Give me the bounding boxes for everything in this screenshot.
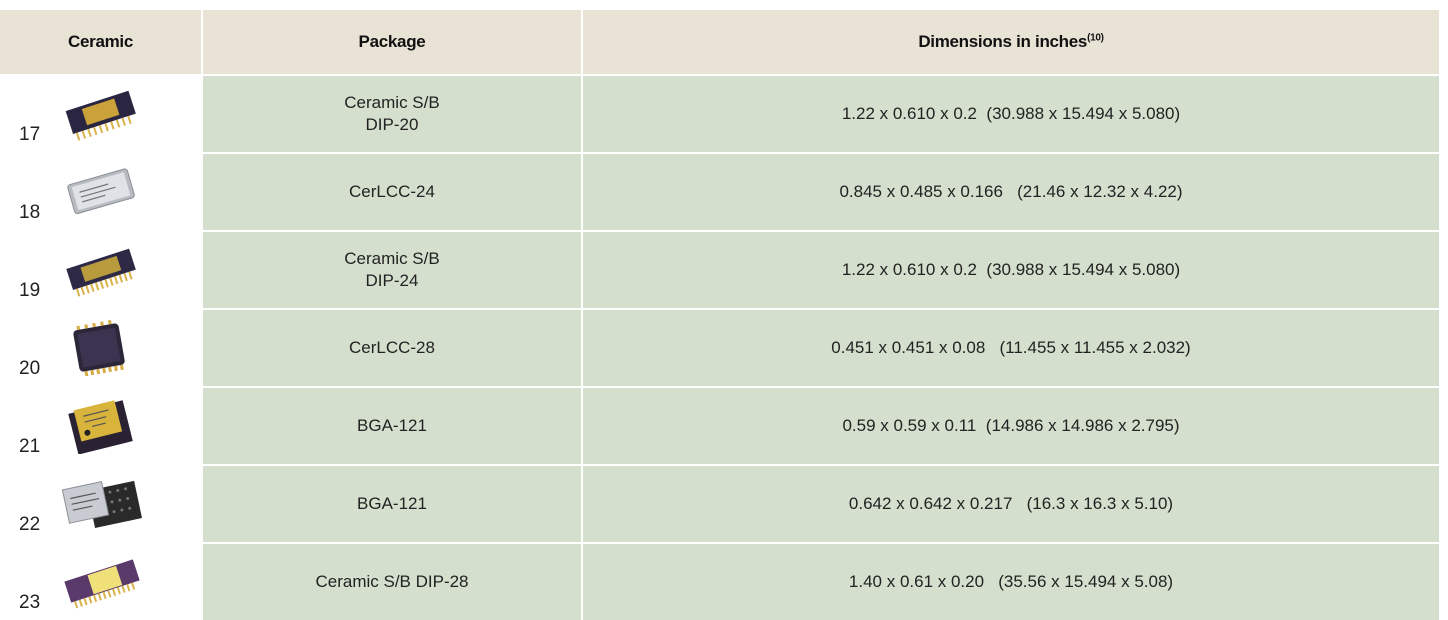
package-name: CerLCC-28 (349, 338, 435, 357)
package-name: DIP-20 (366, 115, 419, 134)
package-cell: CerLCC-28 (202, 309, 582, 387)
package-name: BGA-121 (357, 416, 427, 435)
package-cell: Ceramic S/B DIP-28 (202, 543, 582, 620)
table-row: 23 Ceramic S/B DIP-28 1.40 x 0.61 x 0.20 (… (0, 543, 1440, 620)
package-cell: Ceramic S/B DIP-20 (202, 75, 582, 153)
ceramic-cell: 18 (0, 153, 202, 231)
ceramic-cell: 21 (0, 387, 202, 465)
package-name: BGA-121 (357, 494, 427, 513)
package-name: DIP-24 (366, 271, 419, 290)
package-name: Ceramic S/B (344, 93, 439, 112)
dimensions-cell: 1.22 x 0.610 x 0.2 (30.988 x 15.494 x 5.… (582, 75, 1440, 153)
table-row: 21 BGA-121 0.59 x 0.59 x 0.11 (14.986 x 14… (0, 387, 1440, 465)
package-cell: Ceramic S/B DIP-24 (202, 231, 582, 309)
dimensions-cell: 0.451 x 0.451 x 0.08 (11.455 x 11.455 x … (582, 309, 1440, 387)
package-table: Ceramic Package Dimensions in inches(10)… (0, 10, 1441, 620)
chip-image (62, 474, 142, 532)
row-number: 19 (19, 280, 40, 302)
package-cell: CerLCC-24 (202, 153, 582, 231)
ceramic-cell: 20 (0, 309, 202, 387)
chip-image (62, 552, 142, 610)
package-cell: BGA-121 (202, 465, 582, 543)
row-number: 17 (19, 124, 40, 146)
package-name: Ceramic S/B (344, 249, 439, 268)
row-number: 20 (19, 358, 40, 380)
ceramic-cell: 23 (0, 543, 202, 620)
row-number: 18 (19, 202, 40, 224)
dimensions-cell: 0.642 x 0.642 x 0.217 (16.3 x 16.3 x 5.1… (582, 465, 1440, 543)
chip-image (62, 84, 142, 142)
ceramic-cell: 22 (0, 465, 202, 543)
package-name: CerLCC-24 (349, 182, 435, 201)
page: {"header": {"columns": ["Ceramic", "Pack… (0, 0, 1448, 597)
dimensions-cell: 0.845 x 0.485 x 0.166 (21.46 x 12.32 x 4… (582, 153, 1440, 231)
package-cell: BGA-121 (202, 387, 582, 465)
footnote-ref: (10) (1087, 32, 1104, 43)
header-row: Ceramic Package Dimensions in inches(10) (0, 10, 1440, 75)
dimensions-cell: 1.22 x 0.610 x 0.2 (30.988 x 15.494 x 5.… (582, 231, 1440, 309)
row-number: 22 (19, 514, 40, 536)
chip-image (62, 396, 142, 454)
table-row: 18 CerLCC-24 0.845 x 0.485 x 0.166 (21.46 … (0, 153, 1440, 231)
ceramic-cell: 19 (0, 231, 202, 309)
dimensions-cell: 0.59 x 0.59 x 0.11 (14.986 x 14.986 x 2.… (582, 387, 1440, 465)
table-row: 17 Ceramic S/B DIP-20 1.22 x 0.610 x 0.2 (3… (0, 75, 1440, 153)
ceramic-cell: 17 (0, 75, 202, 153)
table-body: 17 Ceramic S/B DIP-20 1.22 x 0.610 x 0.2 (3… (0, 75, 1440, 620)
row-number: 21 (19, 436, 40, 458)
header-text: Dimensions in inches (918, 32, 1087, 51)
row-number: 23 (19, 592, 40, 614)
column-header: Dimensions in inches(10) (582, 10, 1440, 75)
table-row: 22 BGA-121 0.642 x 0.642 x 0.217 (16.3 x 1… (0, 465, 1440, 543)
chip-image (62, 162, 142, 220)
column-header: Ceramic (0, 10, 202, 75)
column-header: Package (202, 10, 582, 75)
chip-image (62, 318, 142, 376)
dimensions-cell: 1.40 x 0.61 x 0.20 (35.56 x 15.494 x 5.0… (582, 543, 1440, 620)
table-row: 19 Ceramic S/B DIP-24 1.22 x 0.610 x 0.2 (3… (0, 231, 1440, 309)
chip-image (62, 240, 142, 298)
package-name: Ceramic S/B DIP-28 (315, 572, 468, 591)
table-row: 20 CerLCC-28 0.451 x 0.451 x 0.08 (11.455 … (0, 309, 1440, 387)
